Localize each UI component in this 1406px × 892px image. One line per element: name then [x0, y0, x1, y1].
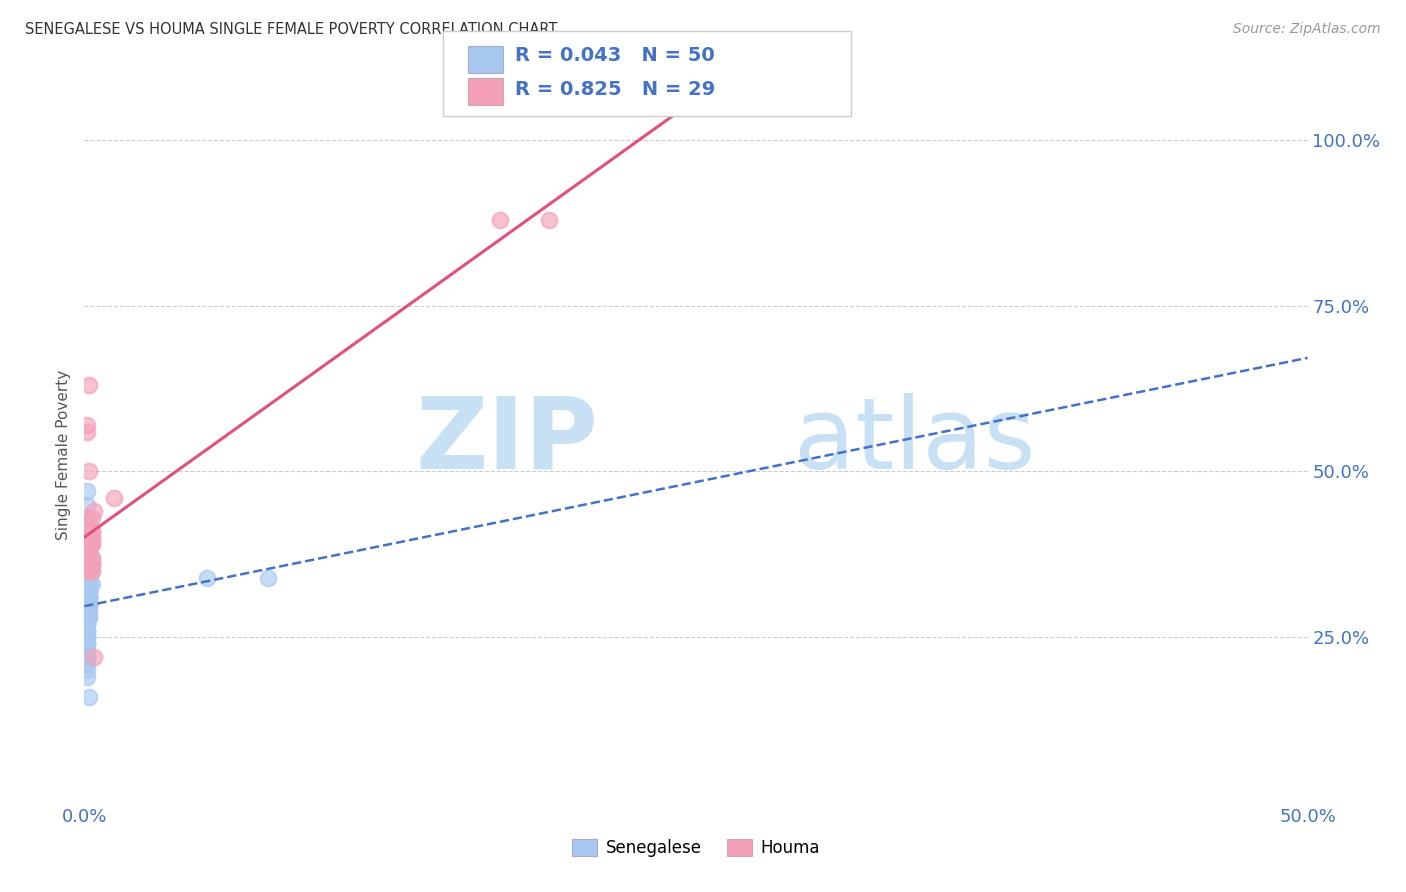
Point: [76, 670, 98, 684]
Point: [77, 564, 100, 578]
Text: atlas: atlas: [794, 392, 1035, 490]
Point: [77, 558, 100, 572]
Point: [257, 570, 280, 584]
Point: [80, 564, 103, 578]
Point: [195, 570, 218, 584]
Point: [77, 537, 100, 551]
Point: [538, 212, 561, 227]
Point: [77, 558, 100, 572]
Text: Source: ZipAtlas.com: Source: ZipAtlas.com: [1233, 22, 1381, 37]
Text: R = 0.825   N = 29: R = 0.825 N = 29: [515, 80, 714, 99]
Point: [77, 570, 100, 584]
Text: R = 0.043   N = 50: R = 0.043 N = 50: [515, 46, 714, 65]
Point: [77, 558, 100, 572]
Point: [80, 537, 103, 551]
Point: [77, 564, 100, 578]
Point: [80, 550, 103, 565]
Point: [80, 537, 103, 551]
Point: [77, 465, 100, 479]
Point: [76, 616, 98, 631]
Point: [80, 558, 103, 572]
Point: [77, 610, 100, 624]
Point: [76, 637, 98, 651]
Point: [76, 616, 98, 631]
Point: [80, 531, 103, 545]
Point: [80, 550, 103, 565]
Point: [77, 378, 100, 392]
Point: [76, 425, 98, 439]
Point: [76, 498, 98, 512]
Point: [76, 637, 98, 651]
Point: [103, 491, 125, 505]
Point: [77, 583, 100, 598]
Point: [80, 564, 103, 578]
Point: [77, 583, 100, 598]
Point: [76, 630, 98, 644]
Point: [489, 212, 512, 227]
Point: [80, 511, 103, 525]
Point: [80, 524, 103, 538]
Point: [76, 650, 98, 665]
Point: [76, 657, 98, 671]
Point: [76, 604, 98, 618]
Point: [80, 558, 103, 572]
Point: [77, 517, 100, 532]
Point: [77, 570, 100, 584]
Point: [76, 583, 98, 598]
Point: [76, 630, 98, 644]
Point: [77, 591, 100, 605]
Point: [77, 583, 100, 598]
Text: ZIP: ZIP: [415, 392, 598, 490]
Point: [77, 597, 100, 611]
Point: [80, 524, 103, 538]
Point: [80, 577, 103, 591]
Point: [77, 544, 100, 558]
Y-axis label: Single Female Poverty: Single Female Poverty: [56, 370, 72, 540]
Text: SENEGALESE VS HOUMA SINGLE FEMALE POVERTY CORRELATION CHART: SENEGALESE VS HOUMA SINGLE FEMALE POVERT…: [25, 22, 558, 37]
Point: [76, 624, 98, 638]
Point: [80, 558, 103, 572]
Point: [76, 544, 98, 558]
Point: [76, 604, 98, 618]
Point: [77, 604, 100, 618]
Point: [77, 597, 100, 611]
Point: [77, 591, 100, 605]
Point: [76, 511, 98, 525]
Point: [76, 650, 98, 665]
Point: [83, 504, 105, 518]
Point: [77, 690, 100, 704]
Point: [76, 624, 98, 638]
Point: [80, 531, 103, 545]
Point: [76, 597, 98, 611]
Point: [76, 418, 98, 433]
Point: [77, 577, 100, 591]
Point: [77, 591, 100, 605]
Point: [76, 643, 98, 657]
Point: [77, 604, 100, 618]
Point: [77, 597, 100, 611]
Point: [77, 577, 100, 591]
Legend: Senegalese, Houma: Senegalese, Houma: [565, 832, 827, 864]
Point: [76, 663, 98, 677]
Point: [77, 564, 100, 578]
Point: [77, 591, 100, 605]
Point: [77, 597, 100, 611]
Point: [77, 537, 100, 551]
Point: [77, 610, 100, 624]
Point: [76, 610, 98, 624]
Point: [76, 484, 98, 499]
Point: [83, 650, 105, 665]
